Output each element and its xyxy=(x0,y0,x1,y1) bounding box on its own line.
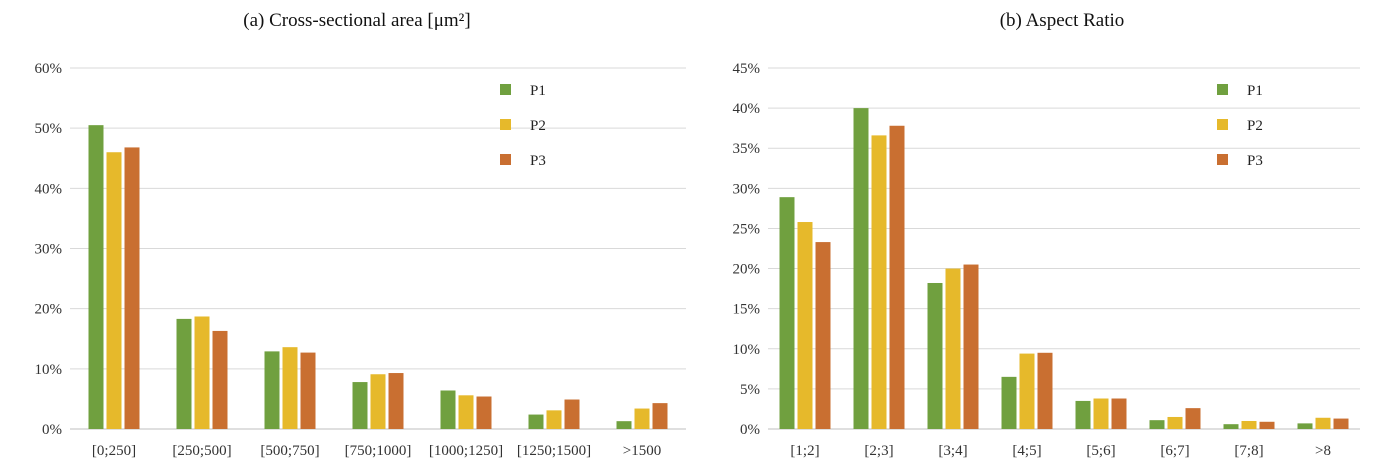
aspect-chart-bar-p3 xyxy=(1111,398,1127,429)
area-chart-legend-swatch xyxy=(500,154,511,165)
aspect-chart-legend-label: P3 xyxy=(1247,153,1263,169)
area-chart-bar-p3 xyxy=(476,396,492,429)
area-chart-bar-p1 xyxy=(616,421,632,429)
aspect-chart-bar-p1 xyxy=(1149,420,1165,429)
aspect-chart-bar-p2 xyxy=(1241,420,1257,429)
aspect-chart-bar-p1 xyxy=(1075,400,1091,429)
area-chart-x-tick-label: [1250;1500] xyxy=(517,443,591,459)
aspect-chart-y-tick-label: 30% xyxy=(733,181,761,197)
aspect-chart-legend-swatch xyxy=(1217,84,1228,95)
area-chart-bar-p3 xyxy=(300,352,316,429)
area-chart-x-tick-label: [0;250] xyxy=(92,443,136,459)
aspect-chart-bar-p3 xyxy=(889,125,905,429)
aspect-chart-bar-p2 xyxy=(871,135,887,430)
aspect-chart-legend-swatch xyxy=(1217,154,1228,165)
area-chart-bar-p1 xyxy=(528,414,544,429)
area-chart-bar-p3 xyxy=(564,399,580,429)
area-chart-bar-p2 xyxy=(458,395,474,429)
aspect-chart-x-tick-label: [6;7] xyxy=(1160,443,1189,459)
aspect-chart-bar-p1 xyxy=(779,197,795,429)
aspect-chart-bar-p2 xyxy=(1315,417,1331,429)
area-chart-bar-p2 xyxy=(106,152,122,429)
area-chart-legend-swatch xyxy=(500,119,511,130)
aspect-chart-y-tick-label: 45% xyxy=(733,61,761,77)
area-chart-y-tick-label: 50% xyxy=(35,121,63,137)
aspect-chart-bar-p1 xyxy=(1223,424,1239,429)
area-chart-title: (a) Cross-sectional area [μm²] xyxy=(243,10,470,31)
aspect-chart-y-tick-label: 25% xyxy=(733,221,761,237)
area-chart-legend-label: P1 xyxy=(530,83,546,99)
aspect-chart-y-tick-label: 35% xyxy=(733,141,761,157)
aspect-chart-bar-p2 xyxy=(1093,398,1109,429)
aspect-chart-bar-p2 xyxy=(945,268,961,429)
aspect-chart-y-tick-label: 40% xyxy=(733,101,761,117)
area-chart-bar-p1 xyxy=(264,351,280,429)
area-chart-bar-p3 xyxy=(212,330,228,429)
area-chart-x-tick-label: [250;500] xyxy=(172,443,231,459)
aspect-chart-x-tick-label: [4;5] xyxy=(1012,443,1041,459)
aspect-chart-x-tick-label: [3;4] xyxy=(938,443,967,459)
aspect-chart-legend-swatch xyxy=(1217,119,1228,130)
area-chart-bar-p3 xyxy=(652,403,668,429)
aspect-chart-bar-p2 xyxy=(1019,353,1035,429)
area-chart-legend-label: P2 xyxy=(530,118,546,134)
aspect-chart-legend-label: P2 xyxy=(1247,118,1263,134)
aspect-chart-bar-p3 xyxy=(1333,418,1349,429)
aspect-chart-bar-p2 xyxy=(1167,416,1183,429)
area-chart-y-tick-label: 30% xyxy=(35,242,63,258)
area-chart-x-tick-label: [1000;1250] xyxy=(429,443,503,459)
area-chart-y-tick-label: 10% xyxy=(35,362,63,378)
area-chart-bar-p2 xyxy=(194,316,210,429)
area-chart-y-tick-label: 40% xyxy=(35,181,63,197)
area-chart-y-tick-label: 60% xyxy=(35,61,63,77)
area-chart-bar-p2 xyxy=(370,374,386,429)
area-chart-bar-p2 xyxy=(634,408,650,429)
aspect-chart-x-tick-label: >8 xyxy=(1315,443,1331,459)
aspect-chart-y-tick-label: 5% xyxy=(740,382,760,398)
area-chart-legend-swatch xyxy=(500,84,511,95)
aspect-chart-bar-p3 xyxy=(815,242,831,429)
area-chart-x-tick-label: [500;750] xyxy=(260,443,319,459)
aspect-chart-bar-p2 xyxy=(797,222,813,429)
area-chart-bar-p1 xyxy=(440,390,456,429)
aspect-chart-x-tick-label: [2;3] xyxy=(864,443,893,459)
aspect-chart-title: (b) Aspect Ratio xyxy=(1000,10,1125,31)
area-chart-bar-p3 xyxy=(124,147,140,430)
aspect-chart-legend-label: P1 xyxy=(1247,83,1263,99)
aspect-chart-bar-p1 xyxy=(927,282,943,429)
area-chart-x-tick-label: >1500 xyxy=(623,443,661,459)
aspect-chart-x-tick-label: [1;2] xyxy=(790,443,819,459)
aspect-chart-bar-p1 xyxy=(1297,423,1313,429)
aspect-chart-bar-p1 xyxy=(1001,376,1017,429)
area-chart-bar-p1 xyxy=(352,382,368,429)
area-chart-bar-p1 xyxy=(88,125,104,430)
aspect-chart: (b) Aspect Ratio 0% 5% 10% 15% 20% 25% 30% 35% 40… xyxy=(733,10,1360,459)
area-chart-y-tick-label: 0% xyxy=(42,422,62,438)
aspect-chart-y-tick-label: 15% xyxy=(733,302,761,318)
aspect-chart-x-tick-label: [7;8] xyxy=(1234,443,1263,459)
aspect-chart-y-tick-label: 20% xyxy=(733,262,761,278)
aspect-chart-y-tick-label: 0% xyxy=(740,422,760,438)
area-chart-bar-p2 xyxy=(282,347,298,429)
aspect-chart-bar-p3 xyxy=(1037,352,1053,429)
aspect-chart-bar-p3 xyxy=(1259,421,1275,429)
aspect-chart-y-tick-label: 10% xyxy=(733,342,761,358)
aspect-chart-x-tick-label: [5;6] xyxy=(1086,443,1115,459)
area-chart-bar-p2 xyxy=(546,410,562,429)
area-chart-y-tick-label: 20% xyxy=(35,302,63,318)
area-chart-bar-p3 xyxy=(388,373,404,429)
area-chart-bar-p1 xyxy=(176,318,192,429)
area-chart: (a) Cross-sectional area [μm²] 0% 10% 20% 30… xyxy=(35,10,686,459)
aspect-chart-bar-p3 xyxy=(963,264,979,429)
area-chart-x-tick-label: [750;1000] xyxy=(345,443,412,459)
area-chart-legend-label: P3 xyxy=(530,153,546,169)
aspect-chart-bar-p1 xyxy=(853,108,869,429)
aspect-chart-bar-p3 xyxy=(1185,408,1201,429)
